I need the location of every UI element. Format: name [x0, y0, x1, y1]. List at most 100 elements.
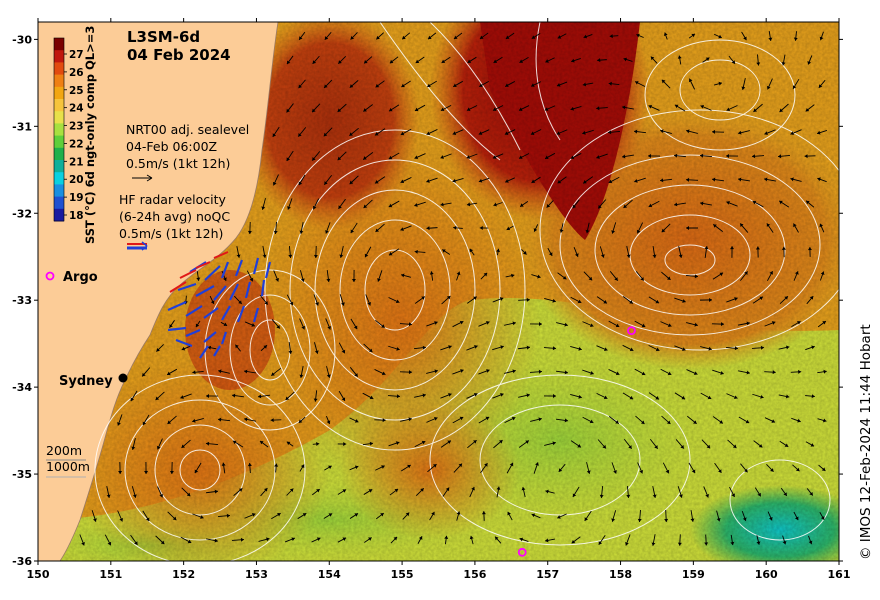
- colorbar-tick-label: 22: [69, 138, 84, 150]
- x-tick-label: 151: [99, 568, 122, 581]
- velocity-arrow: [363, 104, 373, 112]
- velocity-arrow: [557, 33, 567, 39]
- velocity-arrow: [167, 511, 177, 521]
- velocity-arrow: [362, 441, 374, 446]
- velocity-arrow: [467, 56, 477, 64]
- velocity-arrow: [297, 127, 307, 137]
- velocity-arrow: [106, 486, 111, 498]
- velocity-arrow: [649, 438, 659, 450]
- velocity-arrow: [818, 464, 826, 472]
- velocity-arrow: [608, 320, 620, 328]
- velocity-arrow: [778, 200, 790, 208]
- velocity-arrow: [388, 441, 400, 447]
- velocity-arrow: [652, 246, 657, 258]
- velocity-arrow: [791, 320, 801, 328]
- velocity-arrow: [622, 296, 634, 304]
- velocity-arrow: [622, 154, 634, 159]
- velocity-arrow: [142, 510, 150, 522]
- velocity-arrow: [585, 222, 590, 234]
- velocity-arrow: [572, 199, 580, 209]
- velocity-arrow: [337, 537, 347, 543]
- velocity-arrow: [597, 58, 607, 63]
- colorbar-tick-label: 27: [69, 49, 84, 61]
- colorbar-segment: [54, 135, 64, 149]
- velocity-arrow: [247, 221, 252, 235]
- velocity-arrow: [518, 393, 530, 398]
- velocity-arrow: [453, 225, 463, 230]
- velocity-arrow: [741, 510, 747, 522]
- velocity-arrow: [479, 225, 489, 230]
- velocity-arrow: [496, 486, 501, 498]
- velocity-arrow: [633, 129, 647, 134]
- product-title: L3SM-6d: [127, 28, 200, 46]
- velocity-arrow: [609, 271, 619, 281]
- velocity-arrow: [349, 367, 359, 377]
- velocity-arrow: [545, 489, 555, 494]
- velocity-arrow: [505, 177, 515, 183]
- velocity-arrow: [349, 80, 359, 88]
- hfradar-legend-line2: (6-24h avg) noQC: [119, 209, 230, 224]
- velocity-arrow: [377, 270, 383, 282]
- velocity-arrow: [662, 462, 670, 474]
- velocity-arrow: [725, 153, 739, 158]
- velocity-arrow: [714, 462, 722, 474]
- velocity-arrow: [260, 487, 268, 497]
- velocity-arrow: [533, 224, 539, 232]
- y-tick-label: -36: [12, 555, 32, 568]
- velocity-arrow: [519, 57, 529, 63]
- colorbar-segment: [54, 196, 64, 210]
- velocity-arrow: [755, 246, 760, 258]
- velocity-arrow: [504, 416, 516, 424]
- velocity-arrow: [444, 535, 449, 545]
- velocity-arrow: [426, 369, 438, 374]
- argo-legend-label: Argo: [63, 270, 98, 285]
- velocity-arrow: [648, 344, 660, 352]
- velocity-arrow: [156, 438, 163, 450]
- velocity-arrow: [677, 534, 682, 546]
- colorbar-segment: [54, 208, 64, 222]
- velocity-arrow: [752, 200, 764, 208]
- velocity-arrow: [414, 201, 426, 207]
- colorbar-tick-label: 23: [69, 121, 84, 133]
- velocity-arrow: [521, 249, 527, 255]
- velocity-arrow: [401, 32, 411, 40]
- y-tick-label: -31: [12, 120, 32, 133]
- velocity-arrow: [351, 269, 356, 283]
- velocity-arrow: [807, 247, 812, 257]
- velocity-arrow: [518, 440, 530, 448]
- velocity-arrow: [635, 415, 645, 425]
- velocity-arrow: [180, 393, 192, 399]
- velocity-arrow: [257, 394, 271, 399]
- velocity-arrow: [805, 200, 815, 208]
- velocity-arrow: [518, 105, 530, 111]
- hfradar-legend-line1: HF radar velocity: [119, 192, 227, 207]
- velocity-arrow: [141, 367, 151, 377]
- velocity-arrow: [533, 462, 539, 474]
- velocity-arrow: [426, 321, 438, 327]
- velocity-arrow: [544, 441, 556, 446]
- velocity-arrow: [660, 129, 672, 134]
- velocity-arrow: [349, 175, 359, 185]
- velocity-arrow: [790, 369, 802, 374]
- colorbar-segment: [54, 50, 64, 63]
- velocity-arrow: [324, 31, 332, 41]
- velocity-arrow: [608, 176, 620, 184]
- velocity-arrow: [712, 223, 724, 233]
- velocity-arrow: [664, 509, 669, 523]
- velocity-arrow: [764, 370, 776, 375]
- velocity-arrow: [349, 127, 359, 137]
- velocity-arrow: [712, 369, 724, 375]
- velocity-arrow: [780, 487, 788, 497]
- velocity-arrow: [429, 511, 435, 521]
- colorbar-segment: [54, 86, 64, 100]
- velocity-arrow: [271, 512, 281, 520]
- velocity-arrow: [711, 177, 725, 182]
- hfradar-legend-line3: 0.5m/s (1kt 12h): [119, 226, 223, 241]
- velocity-arrow: [571, 536, 581, 544]
- velocity-arrow: [674, 345, 686, 351]
- velocity-arrow: [400, 417, 412, 422]
- velocity-arrow: [288, 341, 293, 355]
- velocity-arrow: [663, 32, 668, 40]
- velocity-arrow: [192, 418, 204, 423]
- velocity-arrow: [387, 394, 401, 399]
